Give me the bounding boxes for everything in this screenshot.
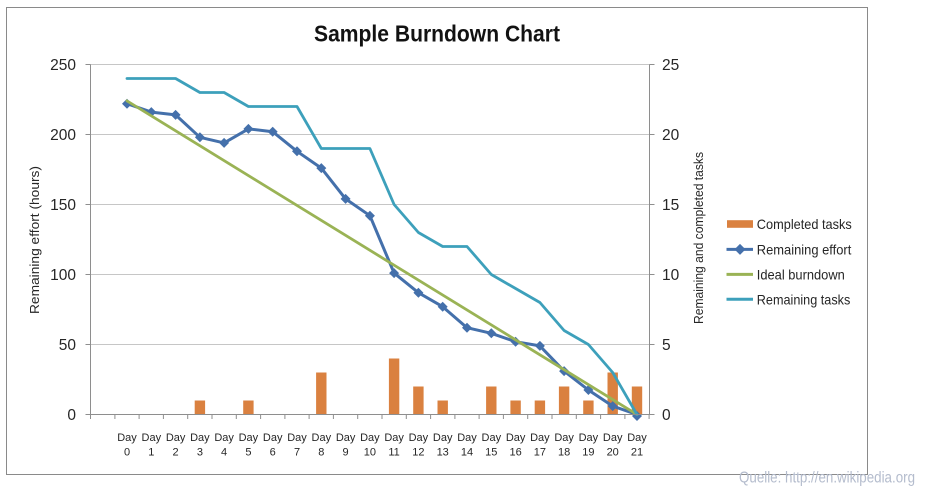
- svg-text:Day: Day: [409, 432, 429, 444]
- svg-text:100: 100: [50, 267, 76, 284]
- svg-text:Day: Day: [166, 432, 186, 444]
- svg-text:10: 10: [364, 447, 376, 459]
- svg-text:Day: Day: [312, 432, 332, 444]
- svg-text:2: 2: [173, 447, 179, 459]
- svg-text:1: 1: [148, 447, 154, 459]
- svg-text:13: 13: [437, 447, 449, 459]
- svg-text:8: 8: [318, 447, 324, 459]
- svg-text:Remaining tasks: Remaining tasks: [757, 291, 851, 307]
- svg-text:Day: Day: [482, 432, 502, 444]
- svg-text:Day: Day: [457, 432, 477, 444]
- svg-text:21: 21: [631, 447, 643, 459]
- svg-text:16: 16: [509, 447, 521, 459]
- svg-text:Day: Day: [214, 432, 234, 444]
- svg-text:17: 17: [534, 447, 546, 459]
- svg-text:Day: Day: [263, 432, 283, 444]
- svg-text:50: 50: [59, 337, 77, 354]
- svg-text:Sample Burndown Chart: Sample Burndown Chart: [314, 20, 560, 46]
- svg-text:Day: Day: [239, 432, 259, 444]
- svg-text:12: 12: [412, 447, 424, 459]
- svg-text:Day: Day: [142, 432, 162, 444]
- svg-text:18: 18: [558, 447, 570, 459]
- svg-text:Ideal burndown: Ideal burndown: [757, 266, 845, 282]
- svg-text:150: 150: [50, 197, 76, 214]
- svg-text:Day: Day: [360, 432, 380, 444]
- svg-text:11: 11: [388, 447, 399, 459]
- svg-text:250: 250: [50, 57, 76, 74]
- svg-text:200: 200: [50, 127, 76, 144]
- svg-text:Day: Day: [336, 432, 356, 444]
- svg-text:Remaining effort (hours): Remaining effort (hours): [27, 166, 42, 314]
- svg-text:3: 3: [197, 447, 203, 459]
- svg-text:25: 25: [662, 57, 679, 74]
- svg-text:Day: Day: [506, 432, 526, 444]
- svg-text:19: 19: [582, 447, 594, 459]
- svg-text:20: 20: [662, 127, 680, 144]
- svg-text:6: 6: [270, 447, 276, 459]
- svg-text:Remaining and completed tasks: Remaining and completed tasks: [691, 152, 706, 324]
- svg-text:Completed tasks: Completed tasks: [757, 216, 852, 232]
- svg-text:5: 5: [662, 337, 671, 354]
- svg-text:Day: Day: [603, 432, 623, 444]
- svg-text:10: 10: [662, 267, 680, 284]
- svg-text:0: 0: [67, 407, 76, 424]
- svg-text:4: 4: [221, 447, 227, 459]
- svg-text:14: 14: [461, 447, 473, 459]
- svg-text:Day: Day: [627, 432, 647, 444]
- svg-text:Day: Day: [530, 432, 550, 444]
- svg-text:Day: Day: [287, 432, 307, 444]
- svg-text:Day: Day: [190, 432, 210, 444]
- svg-text:Remaining effort: Remaining effort: [757, 241, 852, 257]
- svg-text:0: 0: [662, 407, 671, 424]
- svg-text:0: 0: [124, 447, 130, 459]
- svg-text:15: 15: [662, 197, 679, 214]
- svg-text:Day: Day: [384, 432, 404, 444]
- svg-text:Day: Day: [554, 432, 574, 444]
- svg-text:Day: Day: [117, 432, 137, 444]
- svg-text:Day: Day: [579, 432, 599, 444]
- svg-text:9: 9: [343, 447, 349, 459]
- svg-text:Quelle: http://en.wikipedia.or: Quelle: http://en.wikipedia.org: [739, 470, 915, 487]
- svg-text:15: 15: [485, 447, 497, 459]
- svg-text:Day: Day: [433, 432, 453, 444]
- svg-text:5: 5: [245, 447, 251, 459]
- svg-text:7: 7: [294, 447, 300, 459]
- svg-text:20: 20: [607, 447, 619, 459]
